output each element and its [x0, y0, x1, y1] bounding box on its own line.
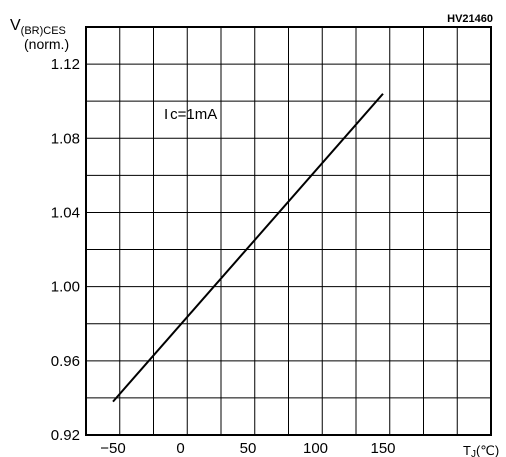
plot-frame	[85, 26, 492, 436]
y-tick-label: 0.96	[51, 353, 80, 370]
y-tick-label: 1.04	[51, 204, 80, 221]
x-tick-label: 0	[176, 440, 184, 457]
y-axis-norm-label: (norm.)	[24, 36, 69, 52]
x-tick-label: 100	[303, 440, 328, 457]
y-tick-label: 1.12	[51, 56, 80, 73]
annotation-main: I	[164, 106, 168, 123]
series-layer	[112, 93, 384, 403]
annotation-rest: c=1mA	[170, 106, 217, 123]
y-tick-label: 1.00	[51, 279, 80, 296]
grid	[86, 27, 491, 435]
y-axis-label-sub: (BR)CES	[21, 25, 66, 37]
x-tick-label: 150	[370, 440, 395, 457]
x-axis-label-main: T	[463, 443, 471, 457]
x-tick-labels: −50 0 50 100 150	[100, 440, 395, 457]
y-axis-label-main: V	[10, 17, 21, 34]
x-axis-label: TJ(℃)	[463, 443, 499, 457]
x-axis-label-unit: (℃)	[476, 443, 499, 457]
x-tick-label: −50	[100, 440, 125, 457]
x-axis-label-sub: J	[471, 449, 476, 457]
y-tick-labels: 0.92 0.96 1.00 1.04 1.08 1.12	[51, 56, 80, 444]
x-tick-label: 50	[240, 440, 257, 457]
y-tick-label: 0.92	[51, 427, 80, 444]
y-tick-label: 1.08	[51, 130, 80, 147]
y-axis-label: V(BR)CES	[10, 17, 66, 37]
series-line	[112, 93, 384, 403]
chart-code: HV21460	[447, 13, 493, 25]
